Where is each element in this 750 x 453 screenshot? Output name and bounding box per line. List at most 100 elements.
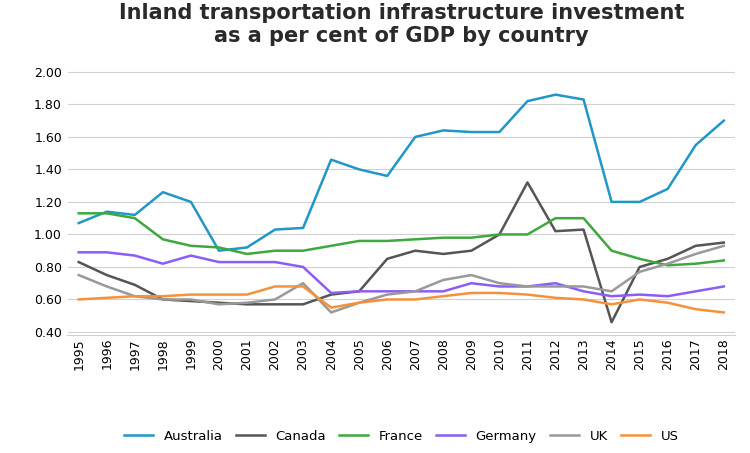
France [382, 238, 392, 244]
Line: France: France [79, 213, 724, 265]
UK [271, 297, 280, 302]
France [327, 243, 336, 249]
Australia [102, 209, 111, 214]
Australia [355, 167, 364, 172]
US [187, 292, 196, 297]
US [692, 307, 700, 312]
US [158, 294, 167, 299]
UK [74, 272, 83, 278]
Australia [327, 157, 336, 162]
UK [551, 284, 560, 289]
Australia [214, 248, 223, 253]
Canada [692, 243, 700, 249]
Line: Canada: Canada [79, 183, 724, 322]
US [327, 305, 336, 310]
US [551, 295, 560, 300]
Germany [692, 289, 700, 294]
Australia [242, 245, 251, 250]
Canada [466, 248, 476, 253]
Canada [298, 302, 307, 307]
Australia [382, 173, 392, 178]
US [355, 300, 364, 305]
Canada [607, 319, 616, 325]
France [355, 238, 364, 244]
Germany [495, 284, 504, 289]
France [242, 251, 251, 257]
Australia [74, 220, 83, 226]
France [719, 258, 728, 263]
Germany [271, 260, 280, 265]
UK [298, 280, 307, 286]
Australia [551, 92, 560, 97]
Germany [102, 250, 111, 255]
France [214, 245, 223, 250]
Australia [439, 128, 448, 133]
France [271, 248, 280, 253]
Australia [635, 199, 644, 205]
Germany [187, 253, 196, 258]
Germany [439, 289, 448, 294]
Canada [271, 302, 280, 307]
Germany [242, 260, 251, 265]
France [74, 211, 83, 216]
Canada [635, 264, 644, 270]
Australia [579, 97, 588, 102]
US [214, 292, 223, 297]
France [102, 211, 111, 216]
US [635, 297, 644, 302]
UK [692, 251, 700, 257]
Canada [102, 272, 111, 278]
France [551, 216, 560, 221]
Germany [579, 289, 588, 294]
France [158, 236, 167, 242]
UK [102, 284, 111, 289]
UK [523, 284, 532, 289]
Canada [327, 292, 336, 297]
US [242, 292, 251, 297]
US [298, 284, 307, 289]
Australia [692, 142, 700, 148]
UK [495, 280, 504, 286]
Germany [382, 289, 392, 294]
Germany [466, 280, 476, 286]
UK [327, 310, 336, 315]
US [579, 297, 588, 302]
Germany [355, 289, 364, 294]
France [635, 256, 644, 261]
France [523, 232, 532, 237]
France [692, 261, 700, 266]
US [74, 297, 83, 302]
UK [382, 292, 392, 297]
France [439, 235, 448, 241]
US [382, 297, 392, 302]
Canada [719, 240, 728, 245]
US [719, 310, 728, 315]
US [411, 297, 420, 302]
Germany [663, 294, 672, 299]
Australia [607, 199, 616, 205]
Germany [523, 284, 532, 289]
Canada [355, 289, 364, 294]
Canada [242, 302, 251, 307]
Line: Germany: Germany [79, 252, 724, 296]
Australia [663, 186, 672, 192]
UK [411, 289, 420, 294]
France [130, 216, 140, 221]
US [102, 295, 111, 300]
UK [242, 300, 251, 305]
France [411, 236, 420, 242]
Germany [719, 284, 728, 289]
France [607, 248, 616, 253]
Australia [298, 225, 307, 231]
Germany [327, 290, 336, 296]
Germany [607, 294, 616, 299]
Germany [158, 261, 167, 266]
Germany [130, 253, 140, 258]
Line: US: US [79, 286, 724, 313]
UK [719, 243, 728, 249]
US [495, 290, 504, 296]
UK [158, 297, 167, 302]
France [495, 232, 504, 237]
Canada [382, 256, 392, 261]
Canada [74, 260, 83, 265]
